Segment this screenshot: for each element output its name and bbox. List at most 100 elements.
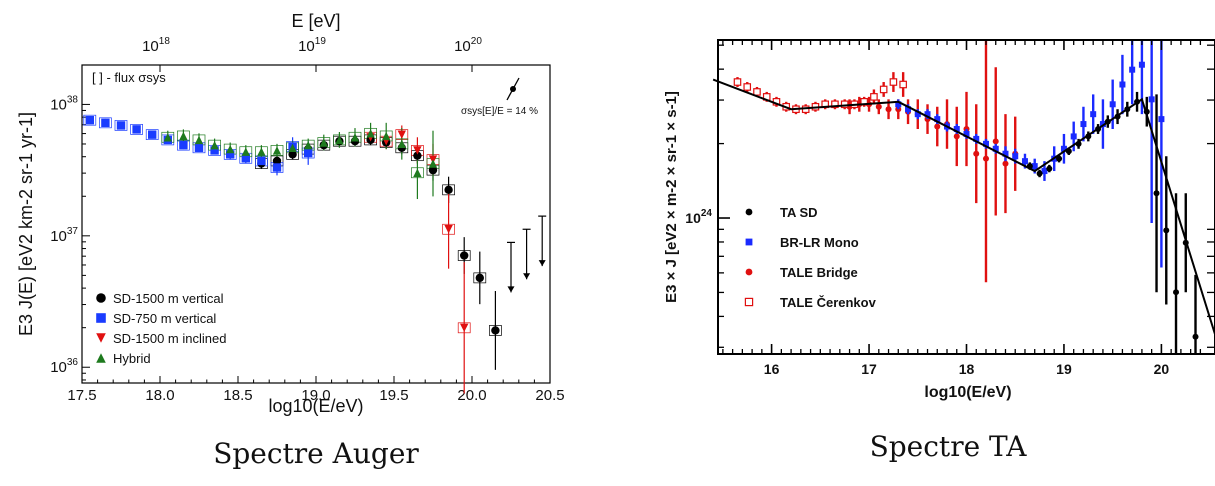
ta-point-br-lr-mono (934, 116, 941, 123)
auger-point-sd-750-m-vertical (226, 150, 235, 159)
auger-upper-limit-arrow (523, 273, 531, 280)
auger-top-tick-label: 1019 (298, 36, 326, 55)
ta-point-tale-bridge (885, 106, 892, 113)
ta-point-tale-erenkov (840, 100, 849, 109)
ta-point-tale-erenkov (889, 78, 898, 86)
auger-energy-annotation: σsys[E]/E = 14 % (461, 106, 538, 117)
auger-point-sd-750-m-vertical (272, 163, 282, 172)
ta-chart: 16 17 18 19 20 1024 log10(E/eV) E3 × J [eV2 ×… (663, 39, 1215, 463)
ta-legend-label-tale-bridge: TALE Bridge (780, 265, 858, 280)
auger-top-axis-label: E [eV] (291, 11, 340, 31)
auger-point-sd-1500-m-vertical (413, 151, 422, 160)
auger-markers (85, 115, 500, 335)
auger-point-sd-1500-m-vertical (288, 150, 297, 159)
auger-x-tick-label: 18.5 (223, 387, 252, 404)
auger-sys-bracket-sd-1500-m-vertical (489, 325, 502, 336)
ta-legend-marker-tale-erenkov (744, 297, 754, 307)
auger-point-sd-750-m-vertical (304, 148, 313, 158)
ta-point-br-lr-mono (1129, 66, 1136, 73)
ta-point-tale-bridge (1002, 160, 1009, 167)
ta-point-br-lr-mono (924, 111, 931, 118)
auger-point-hybrid (382, 131, 391, 141)
ta-point-ta-sd (1192, 333, 1199, 340)
ta-point-br-lr-mono (1021, 158, 1028, 165)
auger-sys-bracket-sd-750-m-vertical (130, 124, 143, 135)
auger-x-tick-label: 18.0 (145, 387, 174, 404)
auger-point-hybrid (226, 144, 235, 154)
ta-point-tale-erenkov (831, 100, 839, 109)
legend-marker-sd-1500-m-vertical (96, 293, 106, 303)
ta-axis-ticks: 16 17 18 19 20 1024 (685, 40, 1215, 377)
ta-caption: Spectre TA (870, 430, 1028, 463)
ta-point-tale-bridge (982, 155, 989, 162)
legend-marker-sd-750-m-vertical (96, 313, 106, 323)
ta-point-tale-erenkov (870, 93, 878, 101)
auger-y-tick-label: 1037 (50, 226, 78, 245)
ta-point-ta-sd (1153, 190, 1160, 197)
ta-point-br-lr-mono (1002, 150, 1009, 157)
auger-energy-sys-dot (510, 86, 516, 92)
auger-top-tick-label: 1018 (142, 36, 170, 55)
ta-legend-marker-tale-bridge (745, 268, 753, 276)
legend-label-hybrid: Hybrid (113, 351, 151, 366)
auger-point-sd-750-m-vertical (85, 115, 94, 125)
auger-flux-annotation: [ ] - flux σsys (92, 70, 166, 85)
auger-sys-bracket-hybrid (411, 167, 424, 179)
auger-point-hybrid (241, 147, 250, 156)
auger-point-sd-1500-m-vertical (272, 156, 282, 166)
auger-x-tick-label: 19.0 (301, 387, 330, 404)
ta-point-br-lr-mono (1012, 153, 1019, 160)
auger-x-tick-label: 17.5 (67, 387, 96, 404)
auger-chart: 17.5 18.0 18.5 19.0 19.5 20.0 20.5 1018 1019 1020… (16, 11, 565, 470)
ta-point-tale-erenkov (733, 78, 742, 86)
auger-upper-limit-arrow (538, 260, 546, 267)
auger-point-hybrid (304, 140, 313, 150)
auger-point-sd-1500-m-inclined (397, 130, 406, 139)
auger-top-tick-label: 1020 (454, 36, 482, 55)
ta-legend-label-ta-sd: TA SD (780, 205, 818, 220)
auger-point-sd-750-m-vertical (116, 121, 126, 130)
auger-point-hybrid (179, 131, 188, 141)
ta-y-tick-label: 1024 (685, 208, 712, 226)
auger-point-hybrid (366, 129, 375, 138)
ta-point-br-lr-mono (1041, 168, 1048, 175)
legend-label-sd-1500-m-vertical: SD-1500 m vertical (113, 291, 224, 306)
auger-point-sd-750-m-vertical (101, 118, 110, 128)
auger-sys-bracket-hybrid (270, 145, 284, 156)
auger-point-sd-1500-m-vertical (491, 326, 500, 335)
ta-legend-label-tale-erenkov: TALE Čerenkov (780, 295, 877, 310)
auger-y-tick-label: 1038 (50, 94, 78, 113)
ta-point-br-lr-mono (1090, 111, 1097, 118)
auger-sys-bracket-sd-750-m-vertical (114, 120, 128, 131)
legend-marker-hybrid (96, 353, 106, 363)
ta-legend-marker-ta-sd (745, 208, 753, 216)
auger-point-hybrid (413, 168, 422, 177)
auger-x-tick-label: 20.0 (457, 387, 486, 404)
ta-legend-marker-br-lr-mono (745, 238, 753, 246)
ta-legend: TA SD BR-LR Mono TALE Bridge TALE Čerenkov (744, 205, 877, 310)
auger-point-hybrid (350, 133, 360, 142)
ta-point-ta-sd (1046, 165, 1053, 172)
ta-point-tale-bridge (953, 133, 960, 140)
ta-point-br-lr-mono (1138, 61, 1145, 68)
ta-point-br-lr-mono (1070, 133, 1077, 140)
auger-point-sd-750-m-vertical (210, 146, 219, 155)
ta-point-tale-erenkov (879, 85, 888, 94)
auger-point-sd-1500-m-vertical (475, 273, 484, 283)
auger-point-hybrid (257, 147, 266, 156)
legend-marker-sd-1500-m-inclined (96, 333, 106, 343)
ta-point-br-lr-mono (1119, 81, 1126, 88)
legend-label-sd-750-m-vertical: SD-750 m vertical (113, 311, 216, 326)
auger-point-sd-750-m-vertical (179, 140, 188, 150)
auger-upper-limit-arrow (507, 286, 515, 293)
ta-x-axis-label: log10(E/eV) (924, 384, 1011, 401)
ta-point-br-lr-mono (953, 126, 960, 133)
ta-point-tale-erenkov (899, 80, 907, 89)
ta-x-tick-label: 20 (1154, 361, 1170, 377)
auger-point-sd-1500-m-vertical (460, 251, 469, 260)
auger-axis-ticks: 17.5 18.0 18.5 19.0 19.5 20.0 20.5 1018 1019 1020… (50, 36, 564, 404)
auger-sys-bracket-sd-1500-m-vertical (473, 272, 487, 284)
ta-point-br-lr-mono (914, 111, 921, 118)
auger-point-sd-750-m-vertical (148, 130, 157, 139)
ta-point-ta-sd (1036, 170, 1043, 177)
